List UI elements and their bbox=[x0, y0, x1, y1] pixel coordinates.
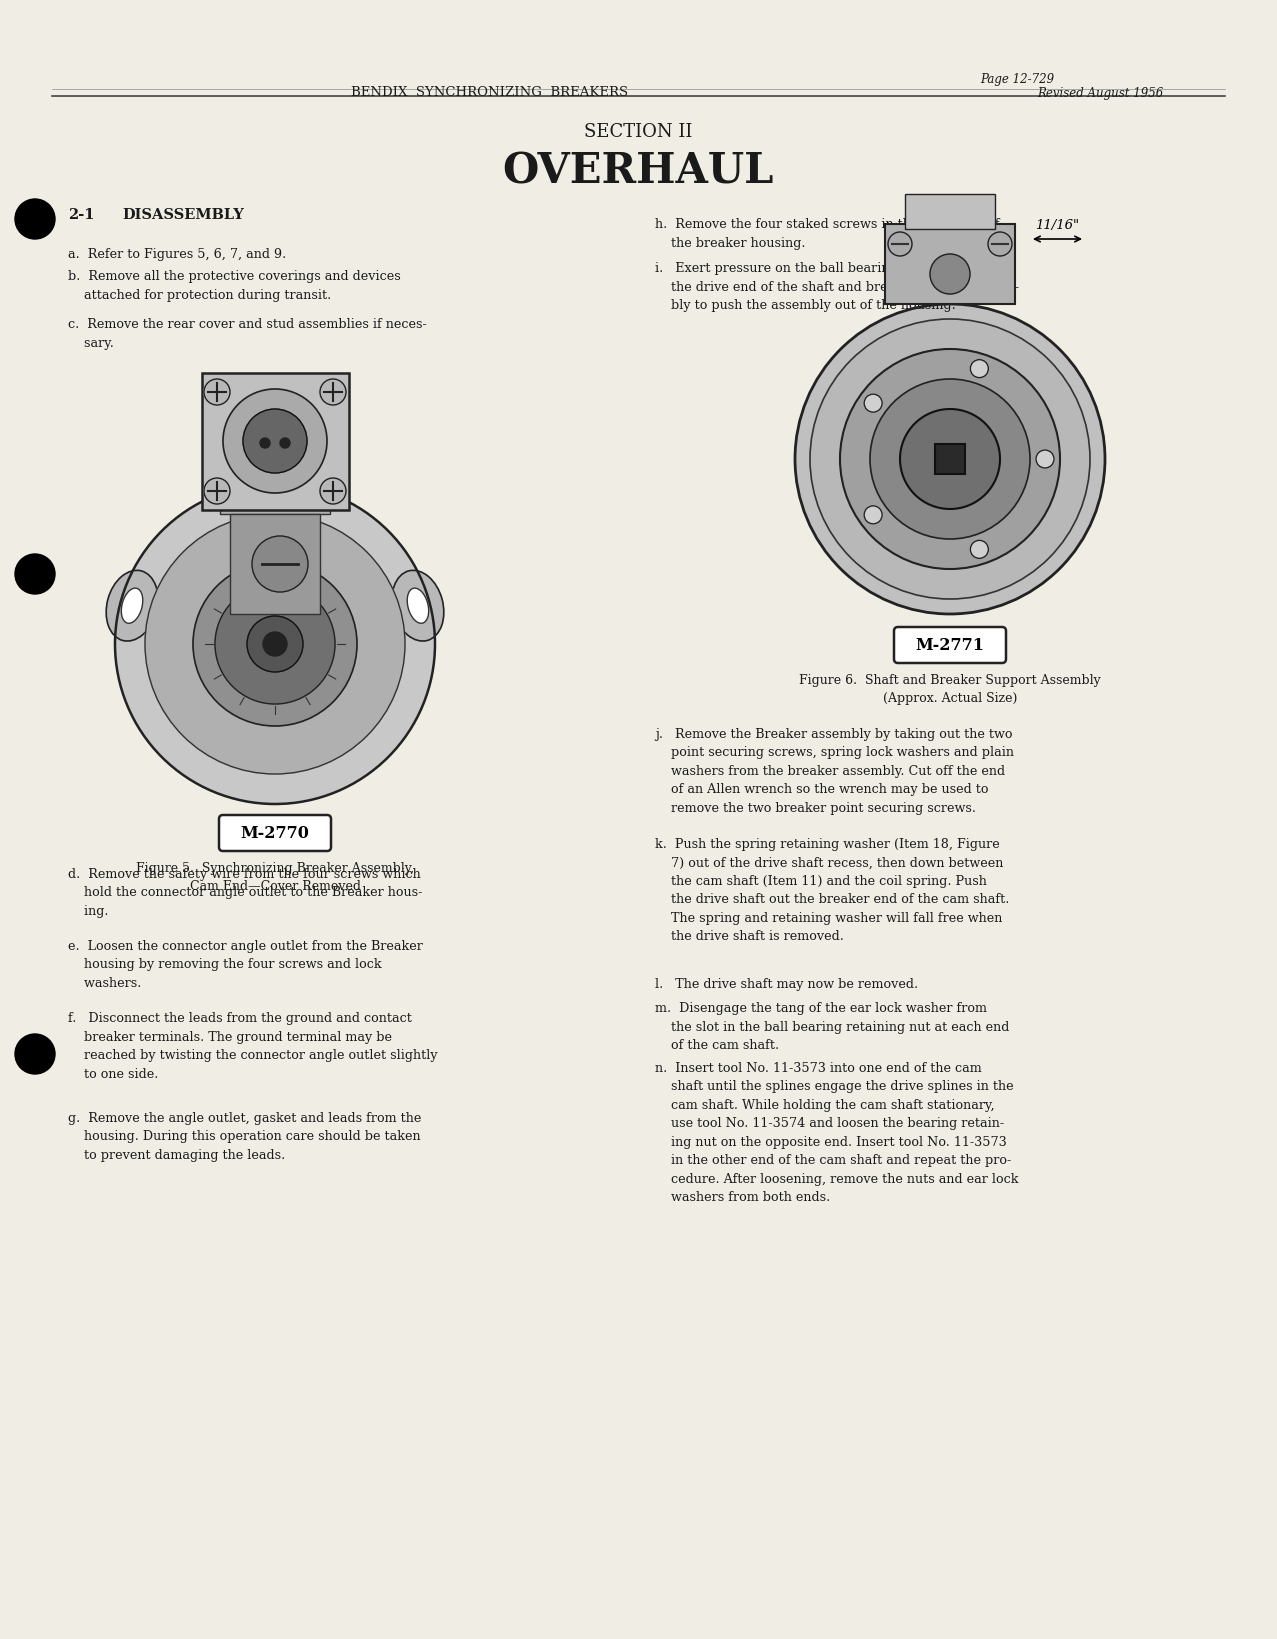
Circle shape bbox=[870, 380, 1031, 539]
Bar bbox=[220, 510, 329, 515]
Circle shape bbox=[796, 305, 1105, 615]
Text: Page 12-729: Page 12-729 bbox=[979, 74, 1054, 87]
Text: b.  Remove all the protective coverings and devices
    attached for protection : b. Remove all the protective coverings a… bbox=[68, 270, 401, 302]
Text: (Approx. Actual Size): (Approx. Actual Size) bbox=[882, 692, 1018, 705]
Text: m.  Disengage the tang of the ear lock washer from
    the slot in the ball bear: m. Disengage the tang of the ear lock wa… bbox=[655, 1001, 1009, 1051]
Text: 11/16": 11/16" bbox=[1034, 220, 1079, 233]
Text: M-2771: M-2771 bbox=[916, 638, 985, 654]
Text: 2-1: 2-1 bbox=[68, 208, 94, 221]
Bar bbox=[935, 444, 965, 475]
Circle shape bbox=[243, 410, 306, 474]
Bar bbox=[905, 195, 995, 229]
Text: f.   Disconnect the leads from the ground and contact
    breaker terminals. The: f. Disconnect the leads from the ground … bbox=[68, 1011, 438, 1080]
Circle shape bbox=[865, 395, 882, 413]
Text: Figure 5.  Synchronizing Breaker Assembly,: Figure 5. Synchronizing Breaker Assembly… bbox=[135, 862, 414, 875]
Ellipse shape bbox=[407, 588, 429, 624]
Text: i.   Exert pressure on the ball bearing retaining nut on
    the drive end of th: i. Exert pressure on the ball bearing re… bbox=[655, 262, 1019, 311]
Ellipse shape bbox=[106, 570, 158, 642]
Text: Revised August 1956: Revised August 1956 bbox=[1037, 87, 1163, 100]
Circle shape bbox=[888, 233, 912, 257]
Text: e.  Loosen the connector angle outlet from the Breaker
    housing by removing t: e. Loosen the connector angle outlet fro… bbox=[68, 939, 423, 990]
Circle shape bbox=[865, 506, 882, 524]
Circle shape bbox=[840, 349, 1060, 570]
Circle shape bbox=[215, 585, 335, 705]
Circle shape bbox=[810, 320, 1091, 600]
Circle shape bbox=[204, 479, 230, 505]
Text: d.  Remove the safety wire from the four screws which
    hold the connector ang: d. Remove the safety wire from the four … bbox=[68, 867, 423, 918]
Ellipse shape bbox=[121, 588, 143, 624]
FancyBboxPatch shape bbox=[202, 374, 349, 511]
Text: Cam End—Cover Removed: Cam End—Cover Removed bbox=[189, 880, 360, 893]
Text: a.  Refer to Figures 5, 6, 7, and 9.: a. Refer to Figures 5, 6, 7, and 9. bbox=[68, 247, 286, 261]
Circle shape bbox=[321, 380, 346, 406]
Circle shape bbox=[15, 1034, 55, 1074]
Circle shape bbox=[15, 554, 55, 595]
FancyBboxPatch shape bbox=[218, 816, 331, 852]
Circle shape bbox=[280, 439, 290, 449]
Text: Figure 6.  Shaft and Breaker Support Assembly: Figure 6. Shaft and Breaker Support Asse… bbox=[799, 674, 1101, 687]
Circle shape bbox=[261, 439, 269, 449]
Circle shape bbox=[204, 380, 230, 406]
Text: DISASSEMBLY: DISASSEMBLY bbox=[123, 208, 244, 221]
Circle shape bbox=[223, 390, 327, 493]
Circle shape bbox=[115, 485, 435, 805]
Text: BENDIX  SYNCHRONIZING  BREAKERS: BENDIX SYNCHRONIZING BREAKERS bbox=[351, 87, 628, 100]
Circle shape bbox=[971, 541, 988, 559]
Text: h.  Remove the four staked screws in the drive end of
    the breaker housing.: h. Remove the four staked screws in the … bbox=[655, 218, 1000, 249]
Circle shape bbox=[193, 562, 358, 726]
FancyBboxPatch shape bbox=[894, 628, 1006, 664]
Ellipse shape bbox=[392, 570, 444, 642]
Text: l.   The drive shaft may now be removed.: l. The drive shaft may now be removed. bbox=[655, 977, 918, 990]
Circle shape bbox=[321, 479, 346, 505]
Text: j.   Remove the Breaker assembly by taking out the two
    point securing screws: j. Remove the Breaker assembly by taking… bbox=[655, 728, 1014, 815]
Text: n.  Insert tool No. 11-3573 into one end of the cam
    shaft until the splines : n. Insert tool No. 11-3573 into one end … bbox=[655, 1062, 1019, 1203]
Circle shape bbox=[900, 410, 1000, 510]
Circle shape bbox=[15, 200, 55, 239]
Circle shape bbox=[930, 254, 971, 295]
Text: g.  Remove the angle outlet, gasket and leads from the
    housing. During this : g. Remove the angle outlet, gasket and l… bbox=[68, 1111, 421, 1162]
Circle shape bbox=[246, 616, 303, 672]
Text: c.  Remove the rear cover and stud assemblies if neces-
    sary.: c. Remove the rear cover and stud assemb… bbox=[68, 318, 427, 349]
Text: M-2770: M-2770 bbox=[240, 824, 309, 842]
Circle shape bbox=[252, 536, 308, 593]
Text: k.  Push the spring retaining washer (Item 18, Figure
    7) out of the drive sh: k. Push the spring retaining washer (Ite… bbox=[655, 838, 1009, 942]
Bar bbox=[230, 515, 321, 615]
Text: OVERHAUL: OVERHAUL bbox=[502, 151, 774, 193]
Text: SECTION II: SECTION II bbox=[584, 123, 692, 141]
Bar bbox=[885, 225, 1015, 305]
Circle shape bbox=[988, 233, 1011, 257]
Circle shape bbox=[146, 515, 405, 775]
Circle shape bbox=[971, 361, 988, 379]
Circle shape bbox=[263, 633, 287, 657]
Circle shape bbox=[1036, 451, 1054, 469]
